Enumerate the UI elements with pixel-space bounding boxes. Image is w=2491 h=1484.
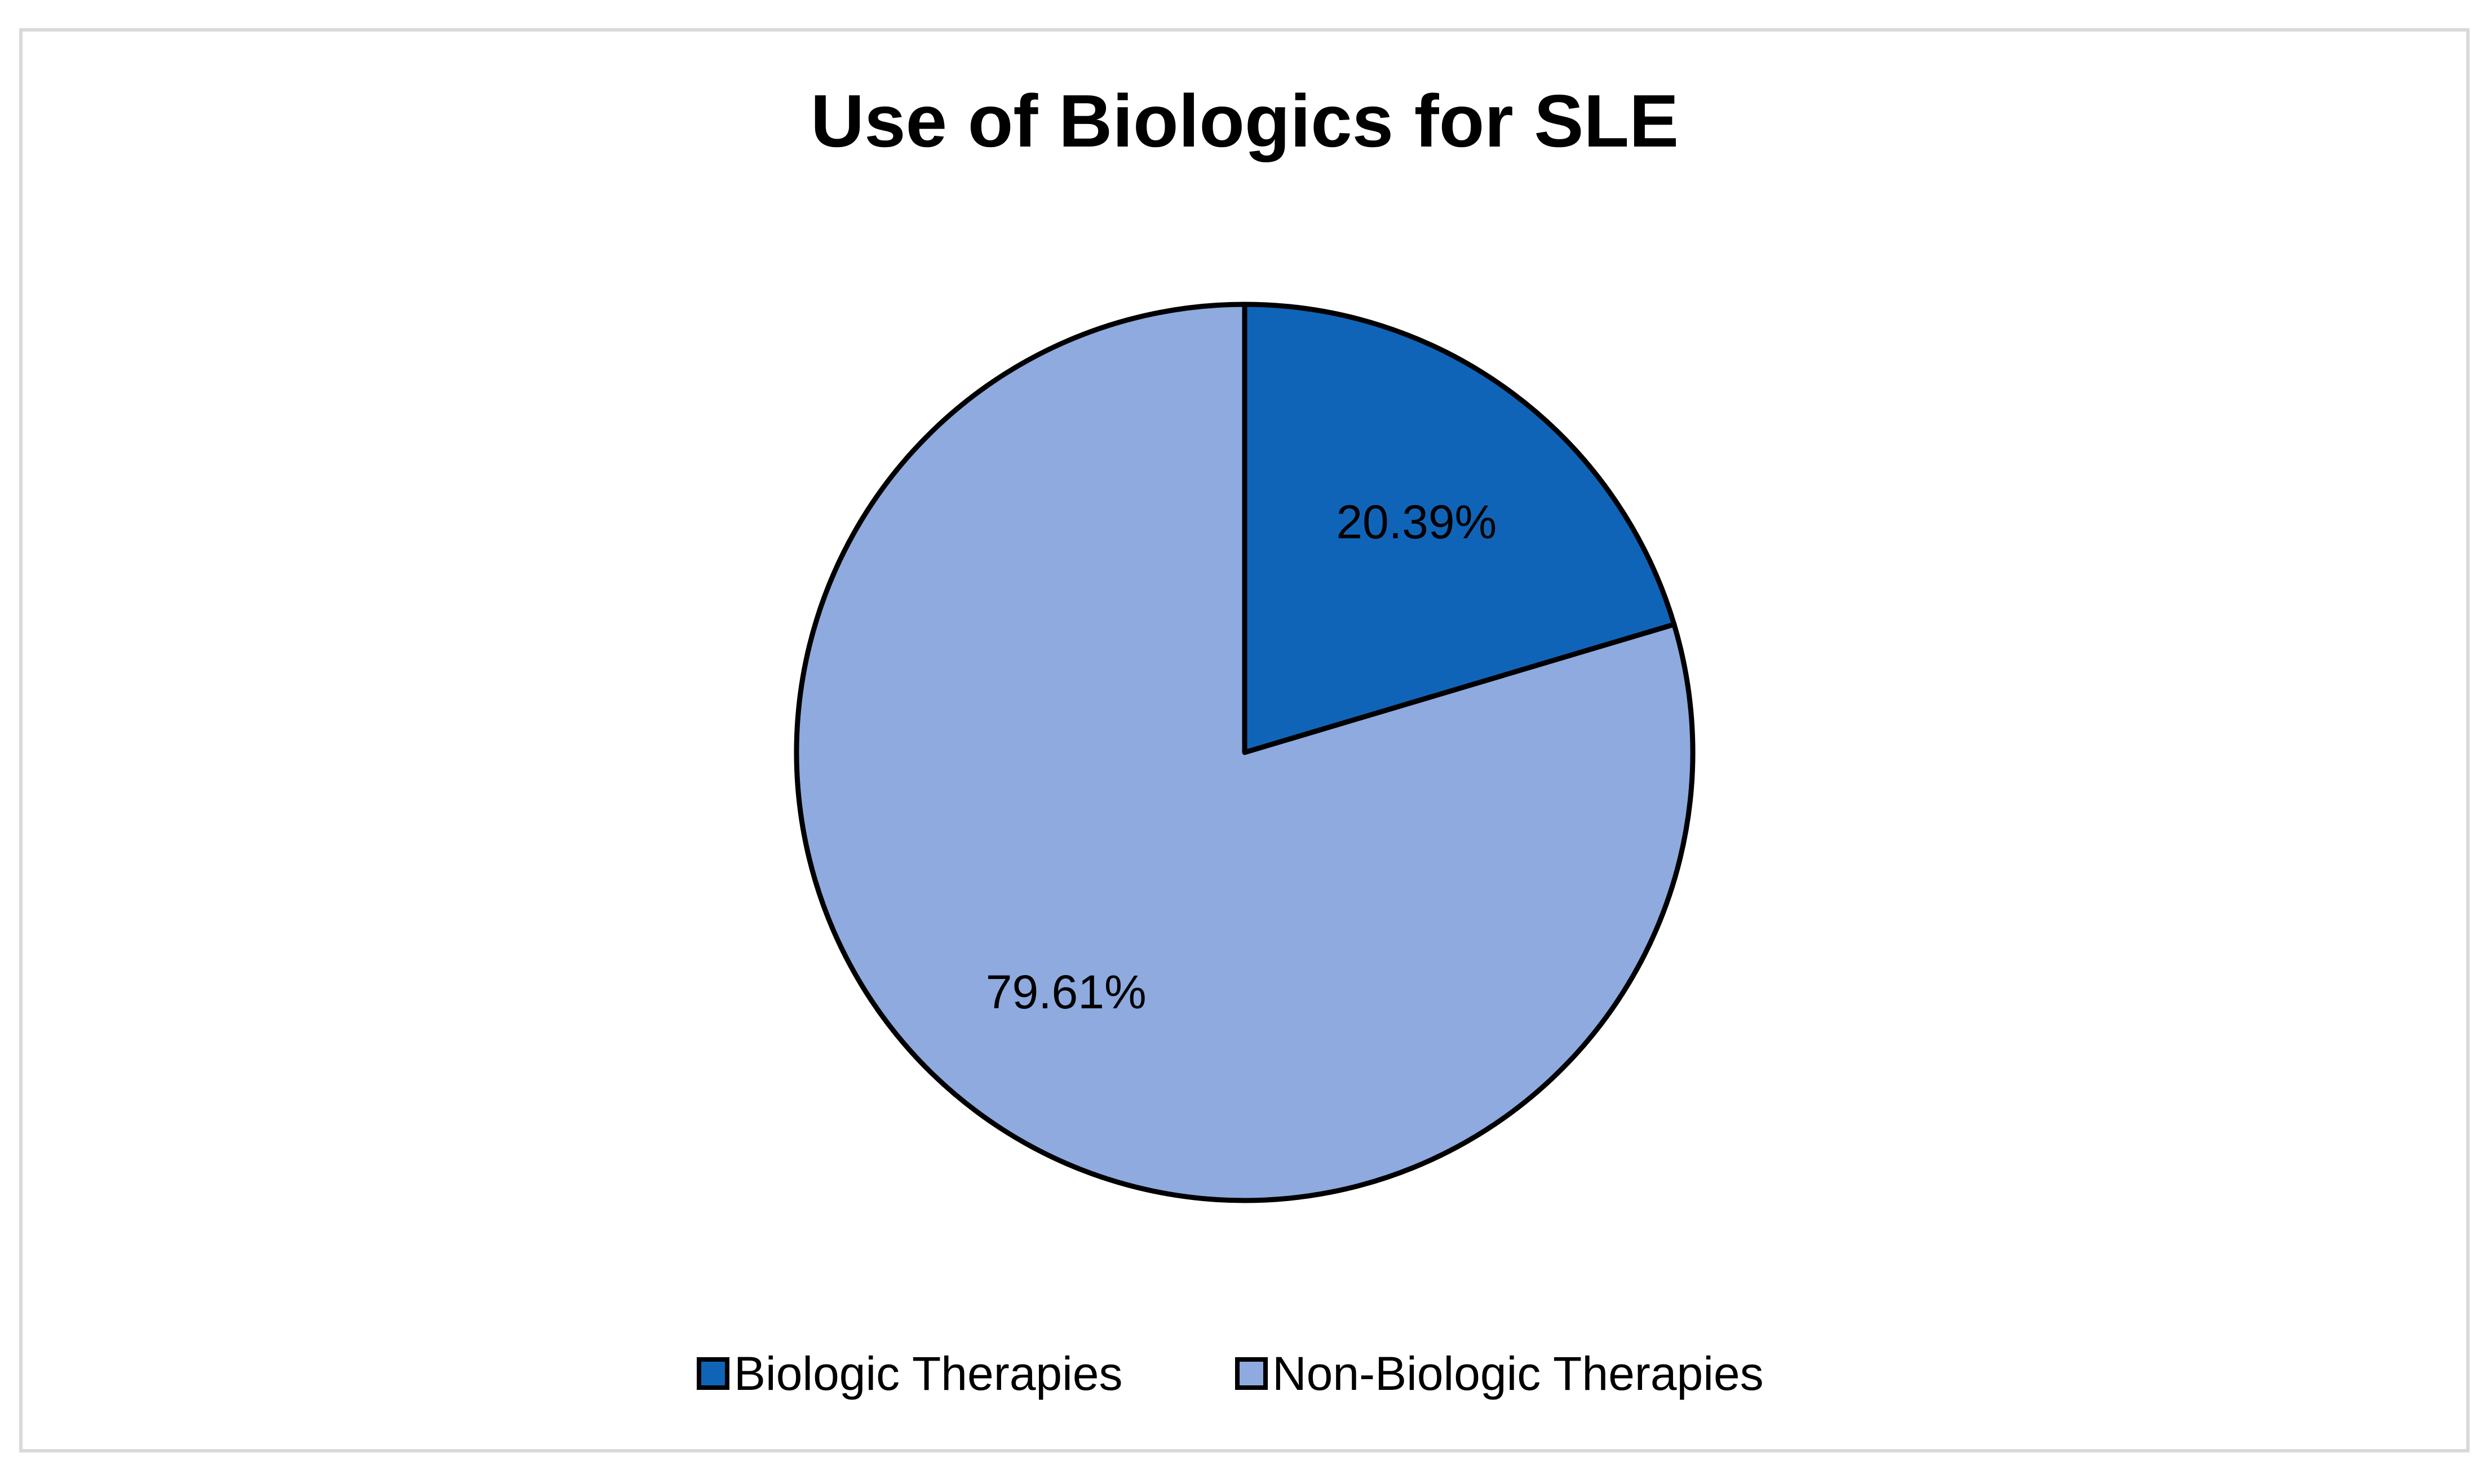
pie-slice-non-biologic — [794, 302, 1696, 1203]
pie-group: 20.39% 79.61% — [794, 302, 1696, 1203]
legend-label-non-biologic: Non-Biologic Therapies — [1272, 1347, 1764, 1400]
data-label-non-biologic: 79.61% — [986, 965, 1147, 1018]
chart-title: Use of Biologics for SLE — [811, 79, 1679, 162]
legend: Biologic Therapies Non-Biologic Therapie… — [697, 1347, 1764, 1400]
legend-swatch-biologic — [697, 1357, 729, 1390]
legend-label-biologic: Biologic Therapies — [734, 1347, 1123, 1400]
pie-slice-biologic — [1242, 302, 1677, 755]
legend-swatch-non-biologic — [1235, 1357, 1268, 1390]
data-label-biologic: 20.39% — [1336, 495, 1497, 548]
